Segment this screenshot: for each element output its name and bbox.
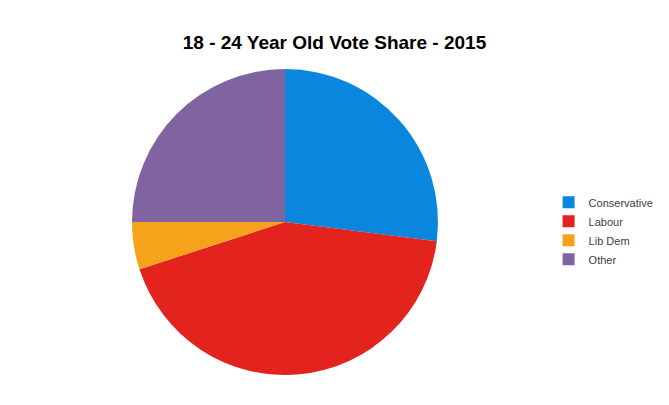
svg-text:18 - 24 Year Old Vote Share -: 18 - 24 Year Old Vote Share - 2015 <box>183 32 487 53</box>
svg-text:Conservative: Conservative <box>589 197 653 209</box>
svg-text:Other: Other <box>589 254 617 266</box>
svg-text:Labour: Labour <box>589 216 624 228</box>
svg-text:Lib Dem: Lib Dem <box>589 235 630 247</box>
